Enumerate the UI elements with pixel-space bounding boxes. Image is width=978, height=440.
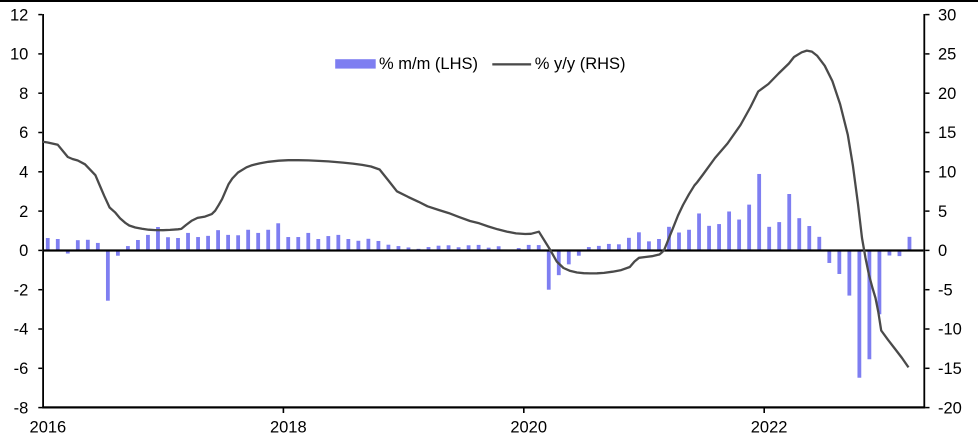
svg-text:2016: 2016 [30,419,67,437]
svg-text:10: 10 [10,46,28,64]
svg-text:30: 30 [938,6,956,24]
svg-text:2022: 2022 [751,419,788,437]
svg-text:-15: -15 [938,360,962,378]
svg-text:5: 5 [938,203,947,221]
svg-text:10: 10 [938,164,956,182]
svg-text:-4: -4 [14,321,29,339]
svg-text:-2: -2 [14,281,29,299]
svg-text:% y/y (RHS): % y/y (RHS) [535,55,626,73]
svg-text:0: 0 [938,242,947,260]
svg-text:-6: -6 [14,360,29,378]
svg-text:15: 15 [938,124,956,142]
svg-text:6: 6 [19,124,28,142]
svg-text:12: 12 [10,6,28,24]
svg-text:0: 0 [19,242,28,260]
svg-text:% m/m (LHS): % m/m (LHS) [379,55,478,73]
svg-text:20: 20 [938,85,956,103]
svg-text:2020: 2020 [510,419,547,437]
svg-text:-20: -20 [938,399,962,417]
svg-text:2: 2 [19,203,28,221]
svg-text:4: 4 [19,164,28,182]
svg-text:25: 25 [938,46,956,64]
svg-text:-10: -10 [938,321,962,339]
svg-text:-8: -8 [14,399,29,417]
svg-text:-5: -5 [938,281,953,299]
svg-text:2018: 2018 [270,419,307,437]
svg-text:8: 8 [19,85,28,103]
